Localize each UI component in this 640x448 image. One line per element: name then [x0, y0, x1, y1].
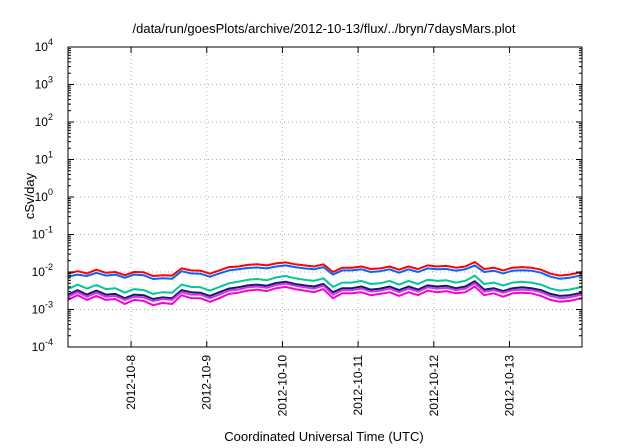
y-tick-label: 10-4 — [32, 337, 53, 354]
y-tick-exponent: -1 — [45, 225, 53, 235]
y-tick-exponent: 2 — [48, 112, 53, 122]
y-tick-label: 103 — [35, 75, 53, 92]
x-tick-label: 2012-10-9 — [200, 355, 214, 410]
y-tick-exponent: -3 — [45, 300, 53, 310]
y-tick-exponent: 1 — [48, 150, 53, 160]
y-tick-base: 10 — [35, 40, 49, 54]
y-tick-label: 10-3 — [32, 300, 53, 317]
series-line-3 — [67, 274, 583, 295]
series-line-4 — [67, 280, 583, 300]
y-tick-exponent: 0 — [48, 187, 53, 197]
y-tick-label: 10-1 — [32, 225, 53, 242]
y-tick-label: 104 — [35, 37, 53, 54]
x-tick-label: 2012-10-10 — [275, 355, 289, 417]
x-tick-label: 2012-10-13 — [502, 355, 516, 417]
y-axis-label: cSv/day — [22, 172, 37, 219]
series-line-2 — [67, 264, 583, 280]
series-line-1 — [67, 261, 583, 277]
y-tick-base: 10 — [32, 228, 46, 242]
y-tick-base: 10 — [32, 265, 46, 279]
y-tick-base: 10 — [32, 340, 46, 354]
y-tick-label: 10-2 — [32, 262, 53, 279]
y-tick-label: 102 — [35, 112, 53, 129]
y-tick-base: 10 — [35, 153, 49, 167]
y-tick-exponent: 4 — [48, 37, 53, 47]
y-tick-base: 10 — [35, 115, 49, 129]
y-tick-exponent: -4 — [45, 337, 53, 347]
y-tick-base: 10 — [35, 190, 49, 204]
series-line-5 — [67, 282, 583, 302]
y-tick-label: 101 — [35, 150, 53, 167]
x-axis-label: Coordinated Universal Time (UTC) — [224, 429, 423, 444]
y-tick-label: 100 — [35, 187, 53, 204]
ticks: 10410310210110010-110-210-310-42012-10-8… — [32, 37, 582, 416]
y-tick-base: 10 — [32, 303, 46, 317]
x-tick-label: 2012-10-12 — [427, 355, 441, 417]
y-tick-base: 10 — [35, 78, 49, 92]
chart-title: /data/run/goesPlots/archive/2012-10-13/f… — [133, 21, 516, 36]
y-tick-exponent: 3 — [48, 75, 53, 85]
series-line-6 — [67, 285, 583, 307]
x-tick-label: 2012-10-8 — [124, 355, 138, 410]
x-tick-label: 2012-10-11 — [351, 355, 365, 416]
series-layer — [67, 261, 583, 307]
y-tick-exponent: -2 — [45, 262, 53, 272]
